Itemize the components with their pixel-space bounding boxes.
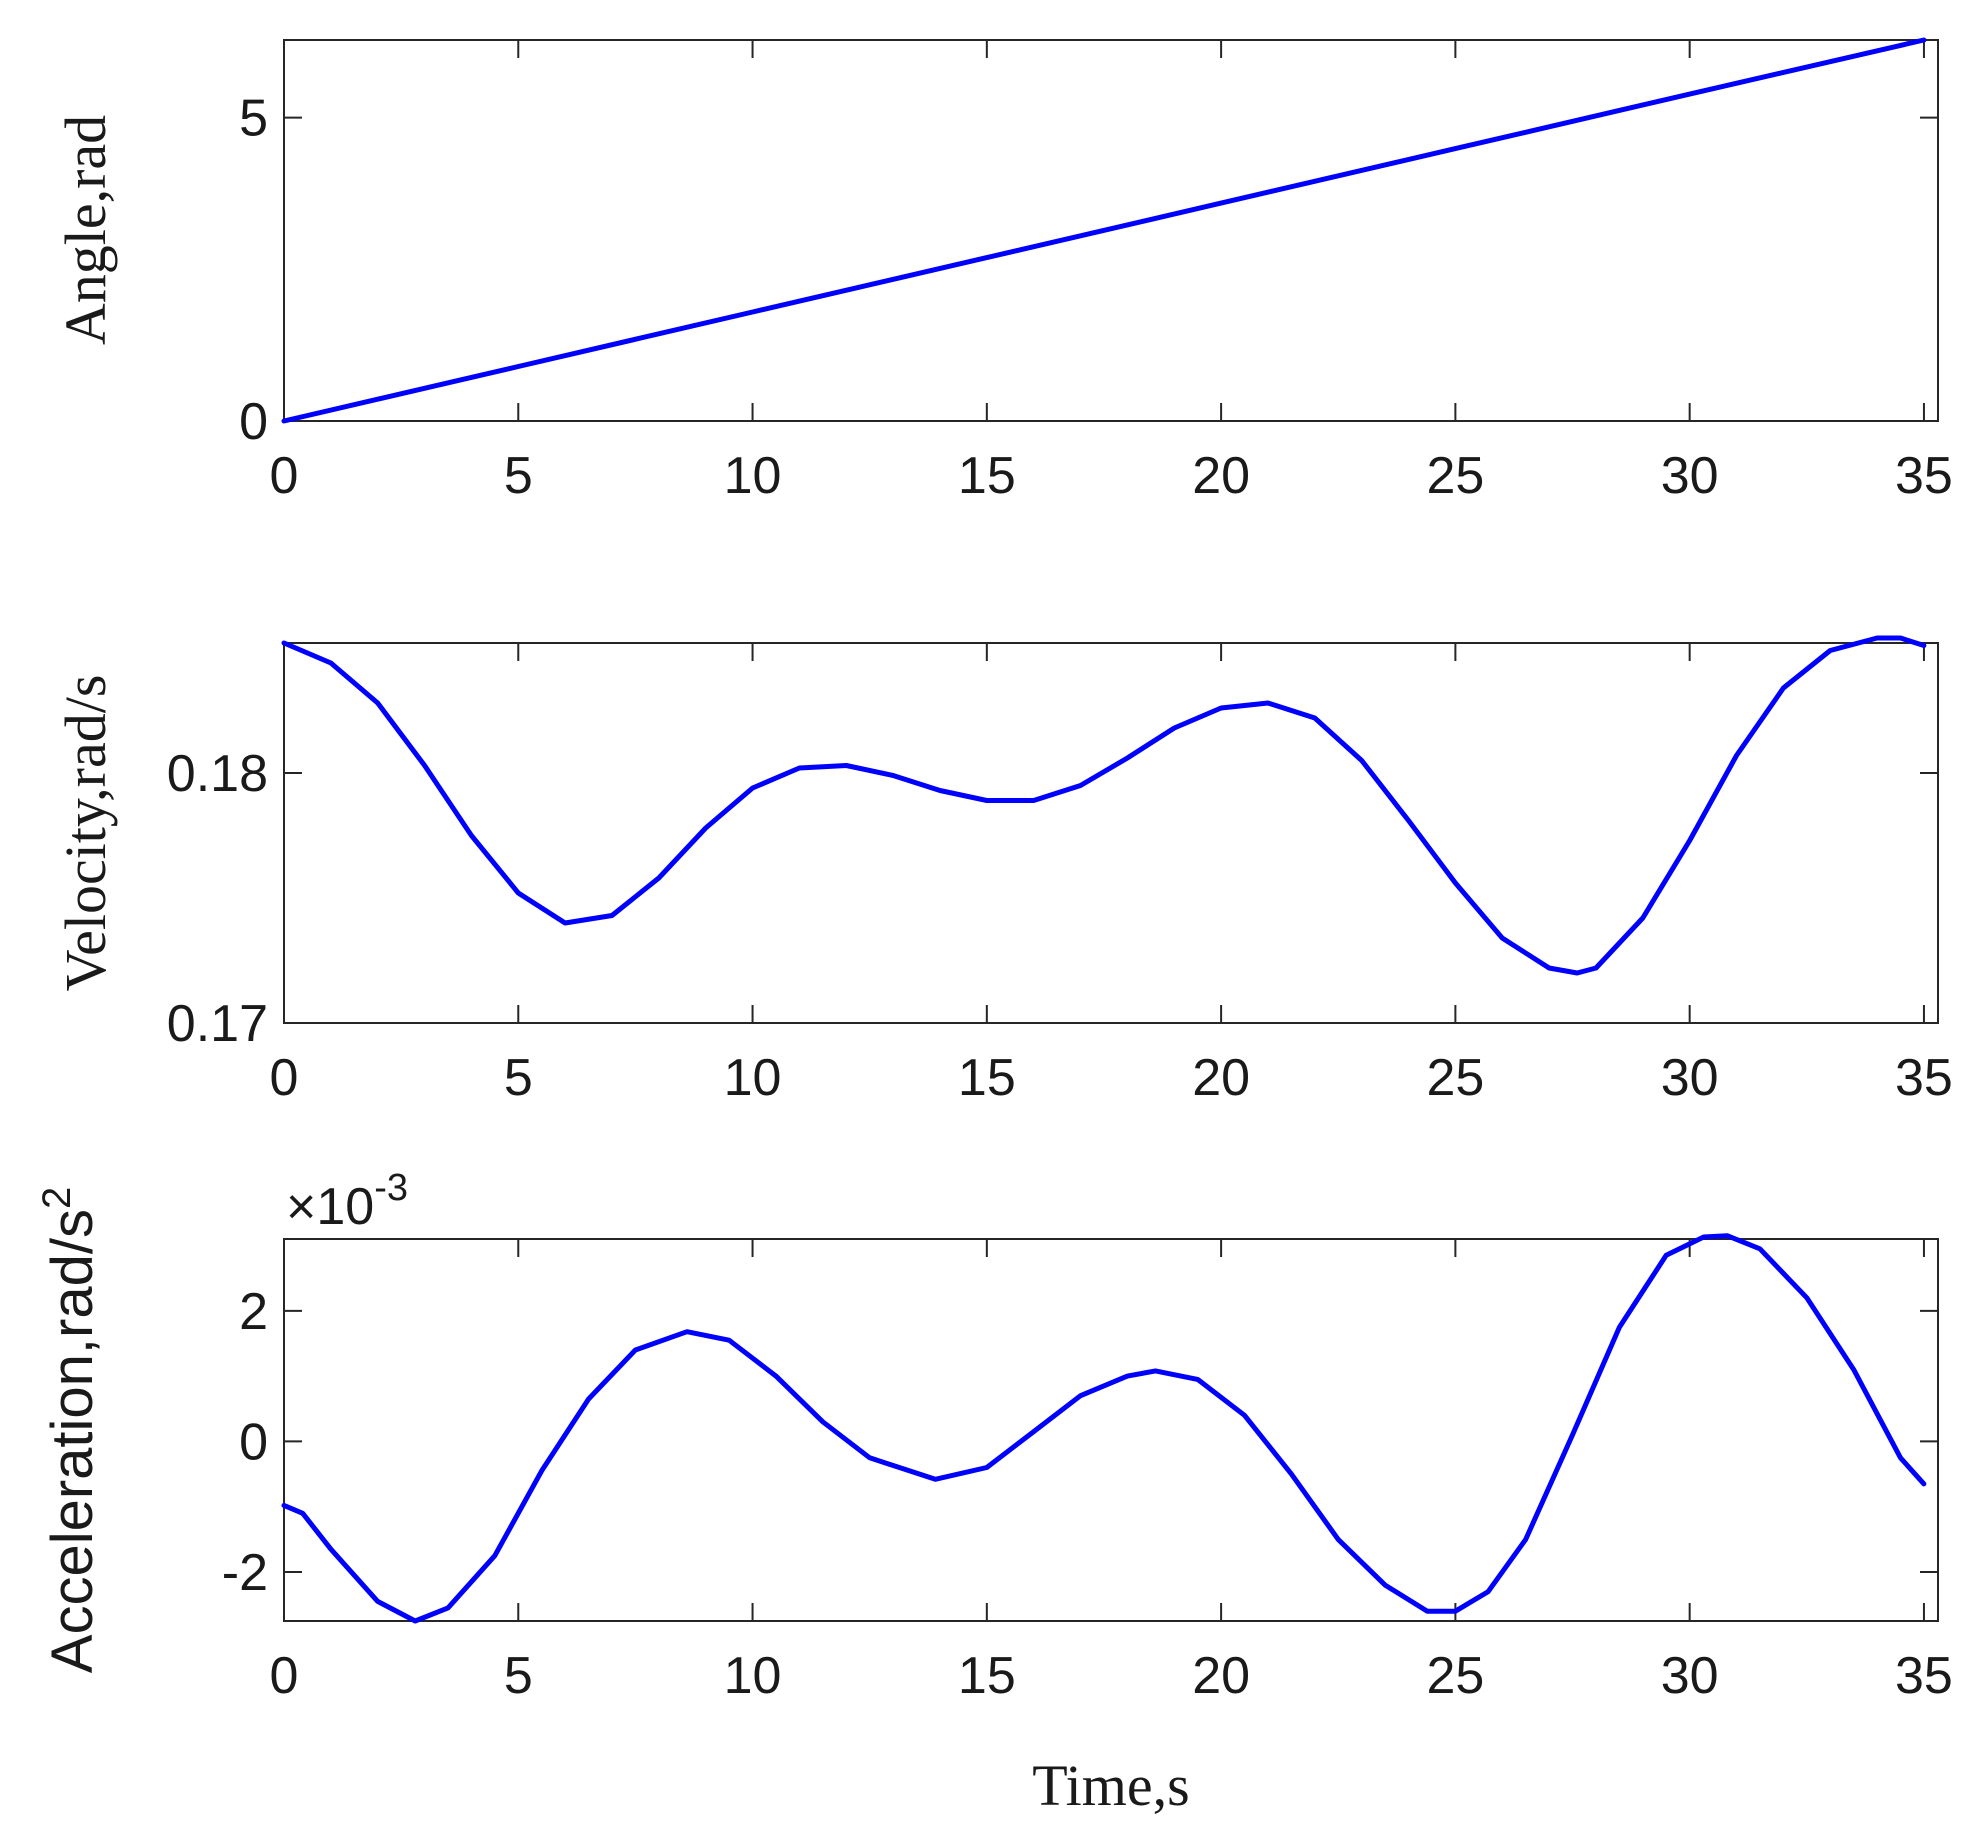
acceleration-x-tick-label: 0 bbox=[270, 1647, 299, 1705]
acceleration-x-tick-label: 10 bbox=[724, 1647, 782, 1705]
acceleration-exponent-label: ×10-3 bbox=[286, 1167, 408, 1236]
angle-x-tick-label: 15 bbox=[958, 447, 1016, 505]
velocity-x-tick-label: 25 bbox=[1426, 1049, 1484, 1107]
velocity-panel: 0 5 10 15 20 25 30 35 0.17 0.18 Velocity,rad/s bbox=[53, 635, 1953, 1107]
velocity-y-tick-label: 0.18 bbox=[167, 745, 268, 803]
angle-x-tick-label: 35 bbox=[1895, 447, 1953, 505]
angle-panel: 0 5 10 15 20 25 30 35 0 5 Angle,rad bbox=[53, 37, 1953, 505]
acceleration-y-axis-label-main: Acceleration,rad/s bbox=[40, 1209, 105, 1673]
velocity-x-tick-label: 15 bbox=[958, 1049, 1016, 1107]
velocity-y-tick-label: 0.17 bbox=[167, 995, 268, 1053]
acceleration-y-axis-label-sup: 2 bbox=[35, 1187, 79, 1209]
angle-x-tick-label: 5 bbox=[504, 447, 533, 505]
acceleration-x-tick-label: 35 bbox=[1895, 1647, 1953, 1705]
angle-x-tick-label: 0 bbox=[270, 447, 299, 505]
angle-y-tick-label: 0 bbox=[239, 393, 268, 451]
x-axis-label: Time,s bbox=[1032, 1753, 1189, 1818]
acceleration-x-tick-label: 5 bbox=[504, 1647, 533, 1705]
acceleration-ticks: 0 5 10 15 20 25 30 35-202 bbox=[222, 1239, 1953, 1705]
acceleration-exponent-base: ×10 bbox=[286, 1178, 374, 1236]
velocity-x-tick-label: 0 bbox=[270, 1049, 299, 1107]
velocity-x-tick-label: 35 bbox=[1895, 1049, 1953, 1107]
angle-x-tick-label: 10 bbox=[724, 447, 782, 505]
angle-x-tick-label: 20 bbox=[1192, 447, 1250, 505]
velocity-y-axis-label: Velocity,rad/s bbox=[53, 675, 118, 992]
velocity-x-tick-label: 10 bbox=[724, 1049, 782, 1107]
acceleration-exponent-sup: -3 bbox=[374, 1167, 408, 1209]
angle-y-tick-label: 5 bbox=[239, 90, 268, 148]
velocity-axes-frame bbox=[283, 642, 1939, 1024]
acceleration-x-tick-label: 20 bbox=[1192, 1647, 1250, 1705]
angle-ticks: 0 5 10 15 20 25 30 35 0 5 bbox=[239, 40, 1953, 505]
velocity-x-tick-label: 5 bbox=[504, 1049, 533, 1107]
angle-x-tick-label: 25 bbox=[1426, 447, 1484, 505]
acceleration-x-tick-label: 30 bbox=[1661, 1647, 1719, 1705]
velocity-x-tick-label: 30 bbox=[1661, 1049, 1719, 1107]
acceleration-x-tick-label: 25 bbox=[1426, 1647, 1484, 1705]
velocity-series-line bbox=[281, 635, 1927, 976]
angle-x-tick-label: 30 bbox=[1661, 447, 1719, 505]
acceleration-x-tick-label: 15 bbox=[958, 1647, 1016, 1705]
acceleration-y-axis-label: Acceleration,rad/s2 bbox=[35, 1187, 105, 1673]
velocity-ticks: 0 5 10 15 20 25 30 35 0.17 0.18 bbox=[167, 643, 1953, 1107]
acceleration-axes-frame bbox=[283, 1238, 1939, 1622]
velocity-x-tick-label: 20 bbox=[1192, 1049, 1250, 1107]
acceleration-panel: 0 5 10 15 20 25 30 35-202 Acceleration,rad/s2 ×… bbox=[35, 1167, 1953, 1818]
acceleration-y-tick-label: 2 bbox=[239, 1283, 268, 1341]
angle-y-axis-label: Angle,rad bbox=[53, 115, 118, 345]
acceleration-y-tick-label: 0 bbox=[239, 1413, 268, 1471]
acceleration-y-tick-label: -2 bbox=[222, 1544, 268, 1602]
angle-series-line bbox=[281, 37, 1927, 424]
acceleration-series-line bbox=[281, 1233, 1927, 1624]
